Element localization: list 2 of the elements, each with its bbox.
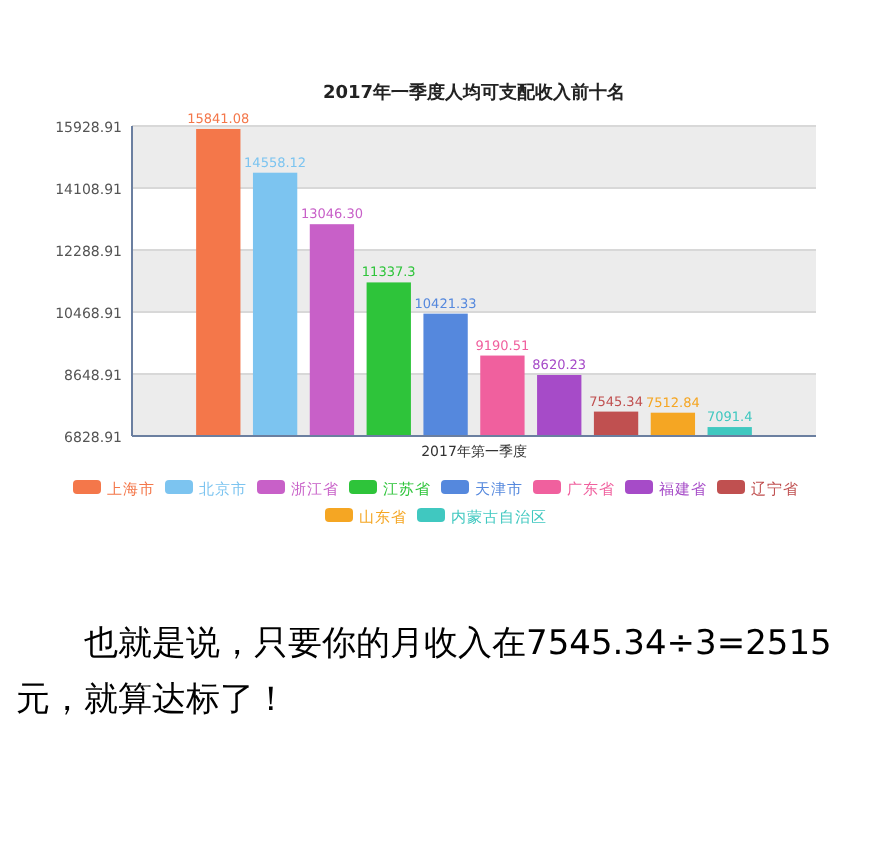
- text: 也就是说，只要你的月收入在7545.34÷3=2515元，就算达标了！: [16, 622, 834, 724]
- chart-title: 2017年一季度人均可支配收入前十名: [322, 82, 626, 104]
